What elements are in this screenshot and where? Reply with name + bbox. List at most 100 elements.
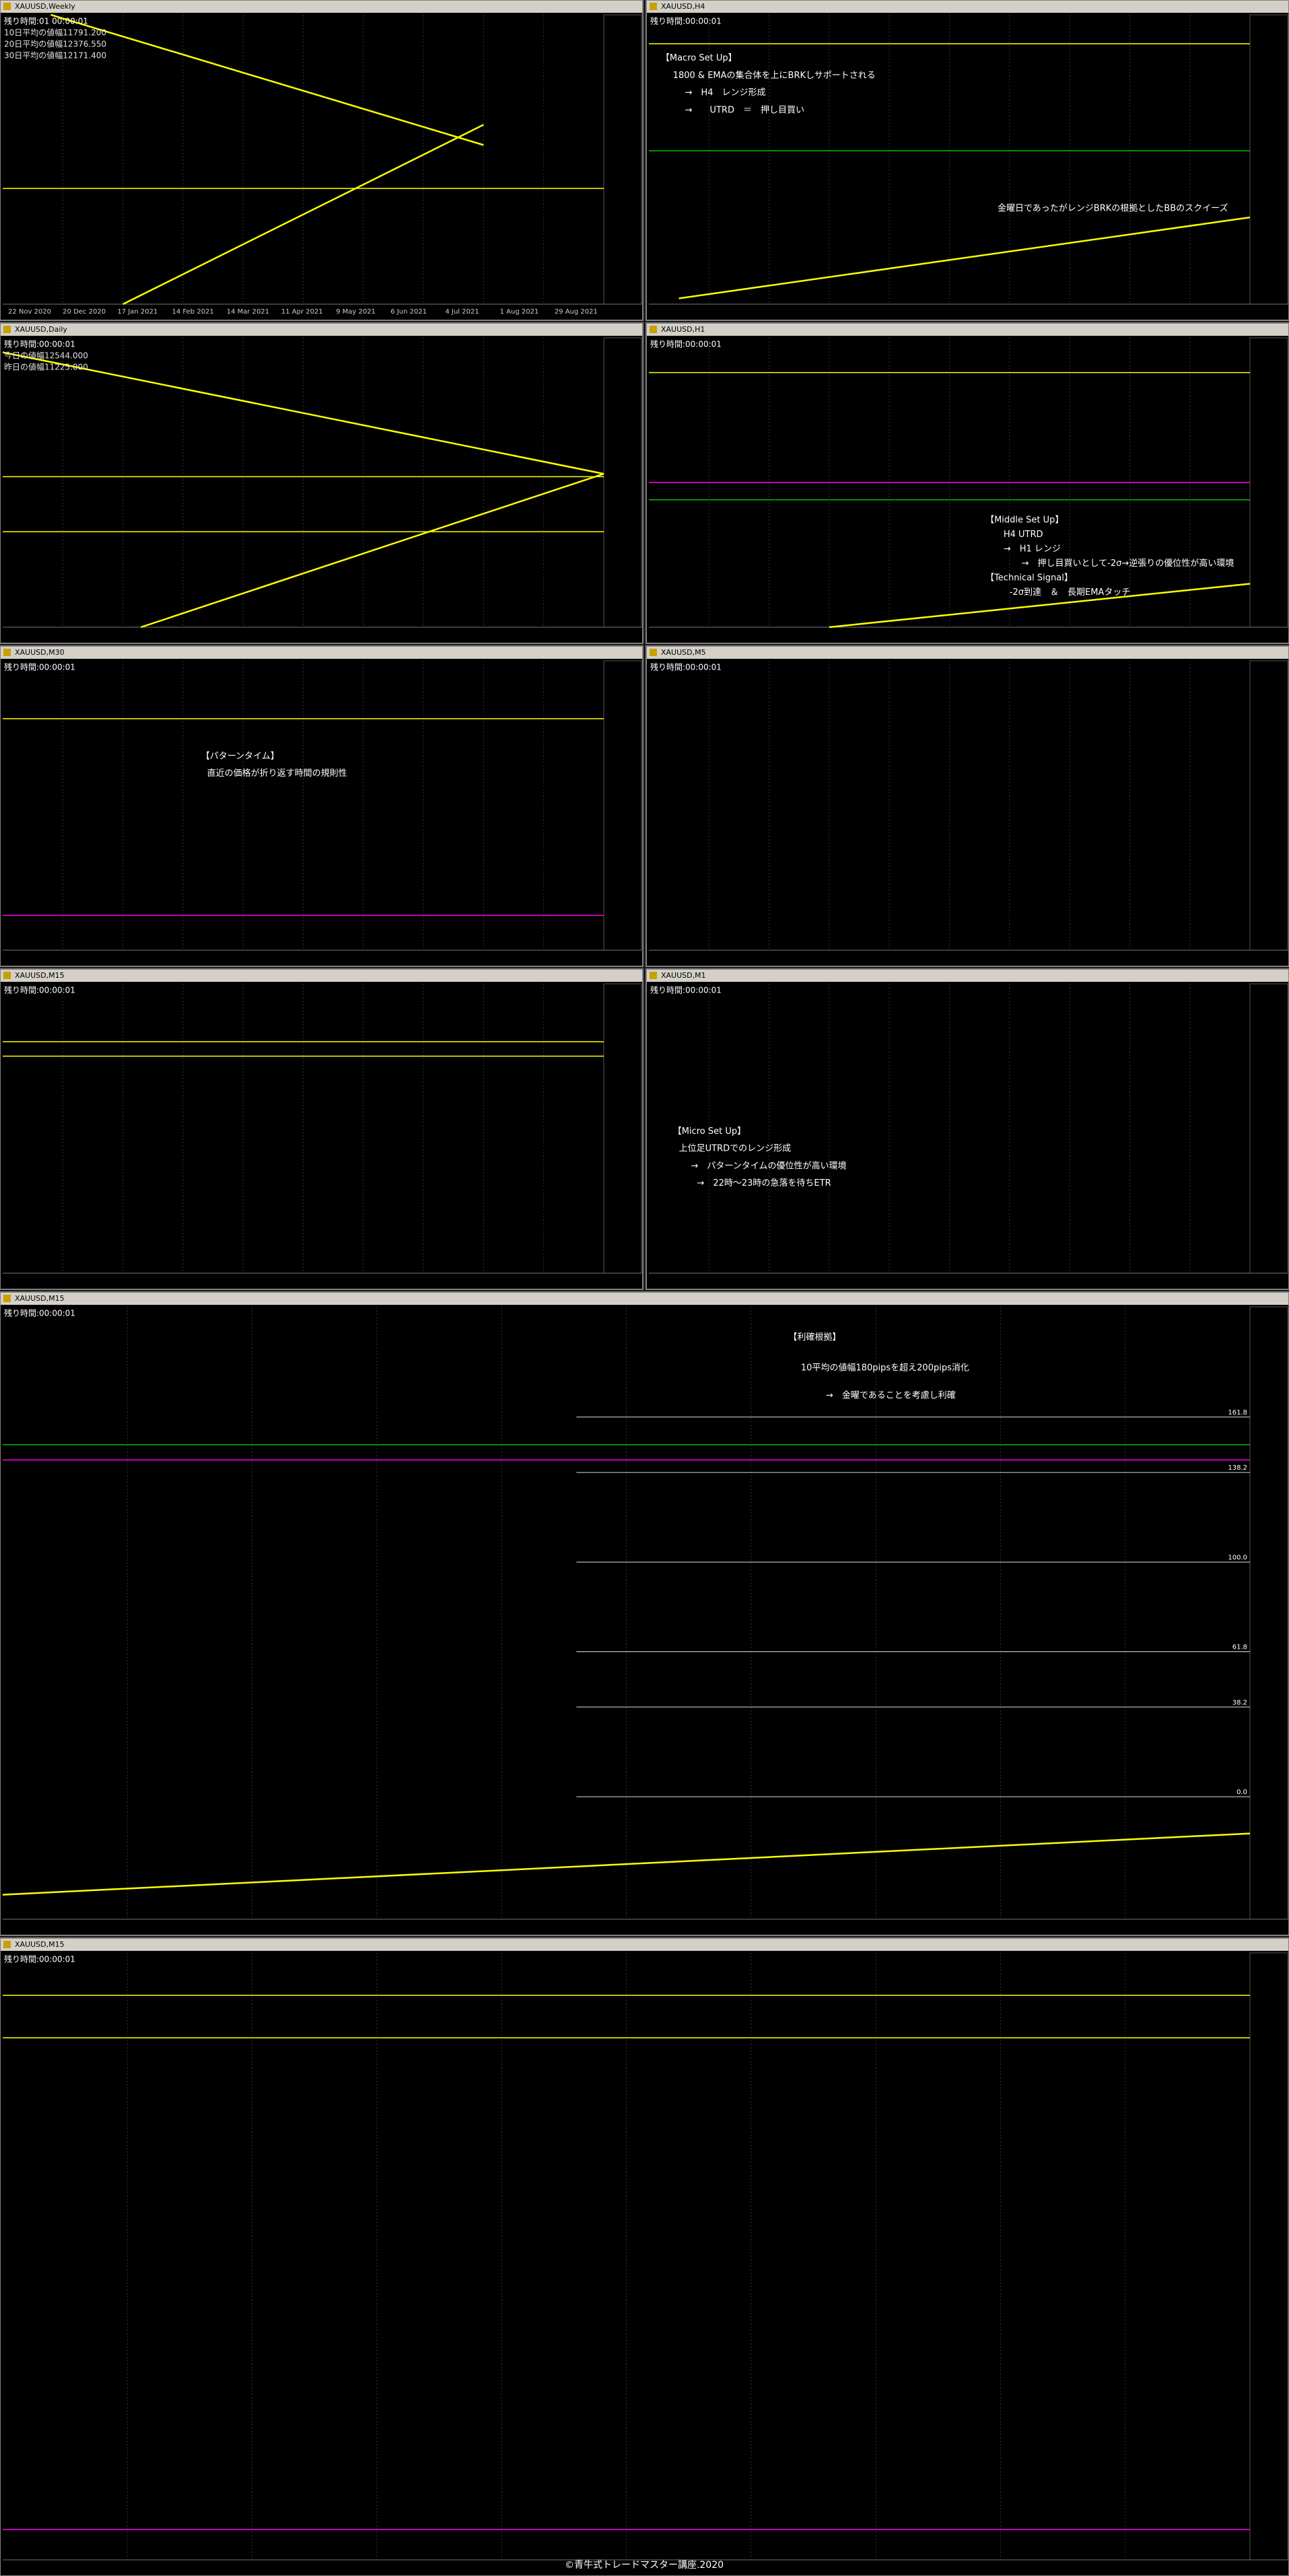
window-title: XAUUSD,M15	[15, 1294, 65, 1303]
fib-label: 38.2	[1232, 1699, 1247, 1707]
fib-label: 100.0	[1228, 1554, 1247, 1561]
annotation: 直近の価格が折り返す時間の規則性	[207, 768, 347, 779]
window-titlebar	[1, 1, 642, 13]
annotation: → UTRD ＝ 押し目買い	[685, 105, 804, 115]
trend-line	[2, 351, 604, 475]
window-title: XAUUSD,M1	[661, 971, 706, 980]
window-icon	[650, 326, 657, 333]
window-frame	[646, 645, 1289, 967]
price-axis	[1249, 14, 1288, 305]
annotation: -2σ到達 ＆ 長期EMAタッチ	[1010, 587, 1131, 598]
annotation: → H4 レンジ形成	[685, 88, 766, 98]
window-frame	[646, 322, 1289, 644]
info-text: 残り時間:00:00:01	[650, 663, 722, 672]
window-titlebar	[1, 970, 642, 982]
chart-window: XAUUSD,M5 残り時間:00:00:01	[646, 645, 1289, 967]
window-title: XAUUSD,Weekly	[15, 2, 75, 11]
x-tick-label: 4 Jul 2021	[445, 308, 479, 316]
window-titlebar	[647, 647, 1288, 659]
info-text: 残り時間:01 00:00:01	[4, 17, 88, 26]
window-title: XAUUSD,H1	[661, 325, 705, 334]
annotation: → パターンタイムの優位性が高い環境	[691, 1160, 847, 1171]
window-title: XAUUSD,H4	[661, 2, 705, 11]
window-icon	[3, 1295, 11, 1302]
price-axis	[603, 983, 642, 1274]
chart-window: XAUUSD,M15 残り時間:00:00:01	[0, 1937, 1289, 2576]
window-icon	[3, 972, 11, 979]
chart-window: XAUUSD,H4 残り時間:00:00:01 【Macro Set Up】 1800…	[646, 0, 1289, 321]
annotation: → 金曜であることを考慮し利確	[826, 1390, 956, 1400]
window-titlebar	[647, 1, 1288, 13]
annotation: 【パターンタイム】	[201, 751, 279, 761]
x-tick-label: 14 Feb 2021	[172, 308, 214, 316]
window-icon	[650, 972, 657, 979]
annotation: 1800 & EMAの集合体を上にBRKしサポートされる	[673, 70, 876, 81]
annotation: → 押し目買いとして-2σ→逆張りの優位性が高い環境	[1022, 558, 1234, 569]
window-icon	[650, 3, 657, 10]
window-title: XAUUSD,M30	[15, 648, 65, 657]
window-titlebar	[647, 324, 1288, 336]
price-axis	[1249, 983, 1288, 1274]
annotation: → 22時〜23時の急落を待ちETR	[697, 1178, 831, 1188]
x-tick-label: 22 Nov 2020	[8, 308, 51, 316]
price-axis	[603, 660, 642, 951]
trend-line	[140, 472, 604, 629]
window-frame	[0, 968, 643, 1290]
fib-label: 0.0	[1236, 1789, 1247, 1796]
trend-line	[2, 1832, 1251, 1896]
x-tick-label: 9 May 2021	[336, 308, 376, 316]
info-text: 残り時間:00:00:01	[4, 663, 75, 672]
chart-window: XAUUSD,Daily 残り時間:00:00:01 今日の値幅12544.000昨…	[0, 322, 643, 644]
x-tick-label: 14 Mar 2021	[227, 308, 269, 316]
trend-line	[829, 583, 1251, 629]
annotation: → H1 レンジ	[1004, 544, 1061, 554]
info-text: 残り時間:00:00:01	[4, 1955, 75, 1964]
fib-label: 61.8	[1232, 1644, 1247, 1651]
price-axis	[1249, 1306, 1288, 1920]
annotation: H4 UTRD	[1004, 530, 1043, 540]
chart-window: XAUUSD,H1 残り時間:00:00:01 【Middle Set Up】 H4 …	[646, 322, 1289, 644]
annotation: 10平均の値幅180pipsを超え200pips消化	[801, 1363, 969, 1373]
window-title: XAUUSD,Daily	[15, 325, 67, 334]
info-text: 今日の値幅12544.000	[4, 351, 88, 361]
annotation: 【Macro Set Up】	[661, 53, 737, 63]
price-axis	[603, 337, 642, 628]
window-title: XAUUSD,M15	[15, 971, 65, 980]
window-frame	[0, 322, 643, 644]
window-frame	[0, 0, 643, 321]
window-frame	[0, 645, 643, 967]
window-frame	[646, 968, 1289, 1290]
info-text: 10日平均の値幅11791.200	[4, 28, 106, 38]
window-icon	[3, 1941, 11, 1948]
footer: ©青牛式トレードマスター講座.2020	[565, 2560, 724, 2571]
window-frame	[646, 0, 1289, 321]
x-tick-label: 11 Apr 2021	[281, 308, 323, 316]
chart-window: XAUUSD,M1 残り時間:00:00:01 【Micro Set Up】上位足U…	[646, 968, 1289, 1290]
x-tick-label: 6 Jun 2021	[390, 308, 427, 316]
price-axis	[1249, 660, 1288, 951]
window-titlebar	[1, 1939, 1288, 1951]
window-title: XAUUSD,M15	[15, 1940, 65, 1949]
chart-window: XAUUSD,M15 残り時間:00:00:01 【利確根拠】 10平均の値幅180p…	[0, 1291, 1289, 1936]
fib-label: 161.8	[1228, 1409, 1247, 1417]
window-titlebar	[1, 324, 642, 336]
window-titlebar	[1, 647, 642, 659]
annotation: 【Middle Set Up】	[985, 515, 1064, 525]
trend-line	[123, 124, 484, 306]
fib-label: 138.2	[1228, 1464, 1247, 1472]
chart-window: XAUUSD,Weekly 残り時間:01 00:00:01 10日平均の値幅117…	[0, 0, 643, 321]
window-icon	[650, 649, 657, 656]
info-text: 残り時間:00:00:01	[650, 986, 722, 995]
window-titlebar	[1, 1293, 1288, 1305]
annotation: 金曜日であったがレンジBRKの根拠としたBBのスクイーズ	[998, 203, 1228, 214]
chart-window: XAUUSD,M15 残り時間:00:00:01	[0, 968, 643, 1290]
x-tick-label: 17 Jan 2021	[117, 308, 158, 316]
info-text: 残り時間:00:00:01	[4, 1309, 75, 1318]
window-icon	[3, 326, 11, 333]
info-text: 残り時間:00:00:01	[4, 986, 75, 995]
price-axis	[1249, 337, 1288, 628]
trend-line	[50, 13, 484, 146]
